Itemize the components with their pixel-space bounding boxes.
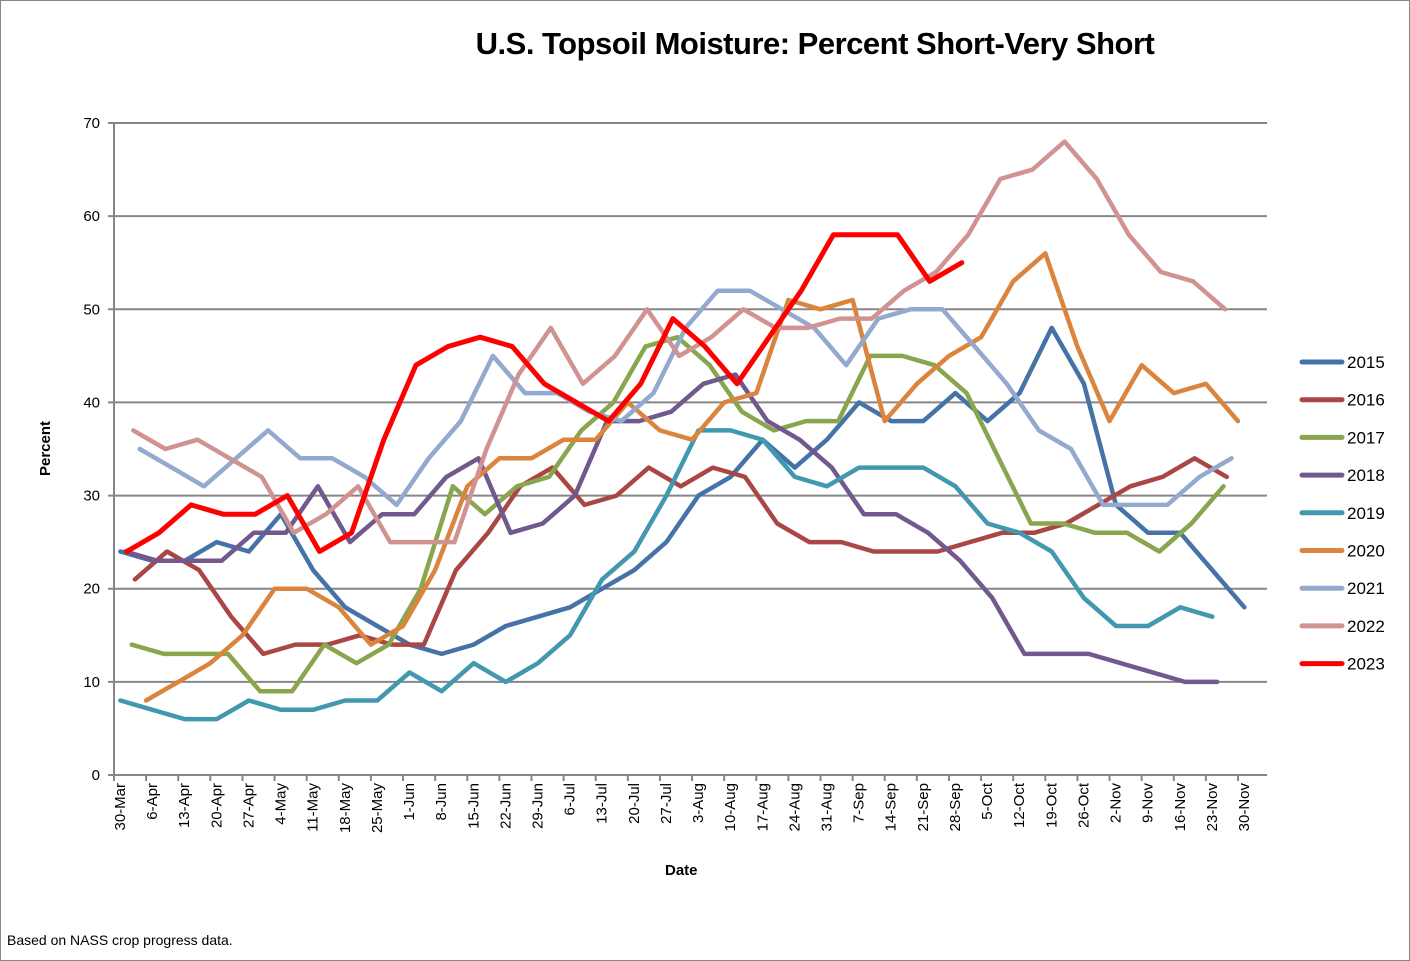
y-tick-label: 20	[83, 581, 100, 598]
x-tick-label: 3-Aug	[690, 783, 707, 823]
legend-item-2017: 2017	[1299, 428, 1385, 447]
legend-item-2020: 2020	[1299, 542, 1385, 561]
x-tick-label: 1-Jun	[401, 783, 418, 821]
legend-label: 2022	[1347, 617, 1385, 636]
x-tick-label: 12-Oct	[1011, 782, 1028, 828]
series-line-2016	[132, 456, 1230, 657]
x-tick-label: 2-Nov	[1108, 783, 1125, 824]
x-tick-label: 7-Sep	[851, 783, 868, 823]
x-tick-label: 21-Sep	[915, 783, 932, 831]
x-tick-label: 17-Aug	[754, 783, 771, 831]
series-line-2020	[143, 251, 1241, 703]
series-line-2018	[122, 372, 1220, 685]
x-tick-label: 8-Jun	[433, 783, 450, 821]
legend-label: 2015	[1347, 353, 1385, 372]
x-tick-label: 15-Jun	[465, 783, 482, 829]
x-tick-label: 13-Apr	[176, 783, 193, 828]
legend-label: 2020	[1347, 542, 1385, 561]
y-tick-label: 30	[83, 488, 100, 505]
x-tick-label: 5-Oct	[979, 782, 996, 820]
legend-label: 2017	[1347, 428, 1385, 447]
x-tick-label: 19-Oct	[1043, 782, 1060, 828]
x-tick-label: 9-Nov	[1140, 783, 1157, 824]
x-tick-label: 6-Apr	[144, 783, 161, 820]
x-tick-label: 23-Nov	[1204, 783, 1221, 832]
y-tick-label: 50	[83, 301, 100, 318]
x-tick-label: 13-Jul	[594, 783, 611, 824]
legend-label: 2019	[1347, 504, 1385, 523]
x-tick-label: 29-Jun	[529, 783, 546, 829]
x-tick-label: 22-Jun	[497, 783, 514, 829]
x-tick-label: 20-Apr	[208, 783, 225, 828]
legend-item-2015: 2015	[1299, 353, 1385, 372]
legend-label: 2016	[1347, 391, 1385, 410]
legend-item-2019: 2019	[1299, 504, 1385, 523]
y-tick-label: 10	[83, 674, 100, 691]
series-line-2019	[118, 428, 1215, 722]
x-tick-label: 30-Mar	[112, 783, 129, 831]
gridlines	[108, 122, 1267, 683]
x-axis-ticks: 30-Mar 6-Apr 13-Apr 20-Apr 27-Apr 4-May 11-May…	[112, 775, 1253, 833]
series-line-2015	[118, 325, 1247, 657]
x-tick-label: 27-Jul	[658, 783, 675, 824]
x-tick-label: 30-Nov	[1236, 783, 1253, 832]
chart-title: U.S. Topsoil Moisture: Percent Short-Ver…	[475, 26, 1155, 61]
legend-item-2023: 2023	[1299, 655, 1385, 674]
x-tick-label: 20-Jul	[626, 783, 643, 824]
x-tick-label: 27-Apr	[240, 783, 257, 828]
x-tick-label: 26-Oct	[1075, 782, 1092, 828]
legend-item-2022: 2022	[1299, 617, 1385, 636]
series-line-2023	[124, 232, 965, 554]
x-tick-label: 24-Aug	[786, 783, 803, 831]
legend-item-2016: 2016	[1299, 391, 1385, 410]
x-tick-label: 31-Aug	[819, 783, 836, 831]
legend-item-2018: 2018	[1299, 466, 1385, 485]
footnote: Based on NASS crop progress data.	[7, 932, 233, 948]
x-tick-label: 4-May	[273, 783, 290, 825]
series-line-2022	[131, 139, 1228, 545]
legend-item-2021: 2021	[1299, 579, 1385, 598]
legend: 2015 2016 2017 2018 2019 2020 2021 2022 2023	[1299, 353, 1385, 674]
x-tick-label: 14-Sep	[883, 783, 900, 831]
y-tick-label: 70	[83, 115, 100, 132]
x-axis-label: Date	[665, 862, 698, 879]
series-lines	[118, 139, 1247, 722]
axes	[108, 123, 1267, 776]
series-line-2017	[129, 334, 1226, 694]
x-tick-label: 28-Sep	[947, 783, 964, 831]
y-tick-label: 40	[83, 394, 100, 411]
x-tick-label: 16-Nov	[1172, 783, 1189, 832]
x-tick-label: 11-May	[305, 783, 322, 832]
y-axis-ticks: 0 10 20 30 40 50 60 70	[83, 115, 100, 784]
x-tick-label: 25-May	[369, 783, 386, 834]
x-tick-label: 6-Jul	[562, 783, 579, 816]
x-tick-label: 18-May	[337, 783, 354, 834]
x-tick-label: 10-Aug	[722, 783, 739, 831]
legend-label: 2021	[1347, 579, 1385, 598]
legend-label: 2023	[1347, 655, 1385, 674]
y-tick-label: 60	[83, 208, 100, 225]
legend-label: 2018	[1347, 466, 1385, 485]
y-tick-label: 0	[92, 767, 100, 784]
